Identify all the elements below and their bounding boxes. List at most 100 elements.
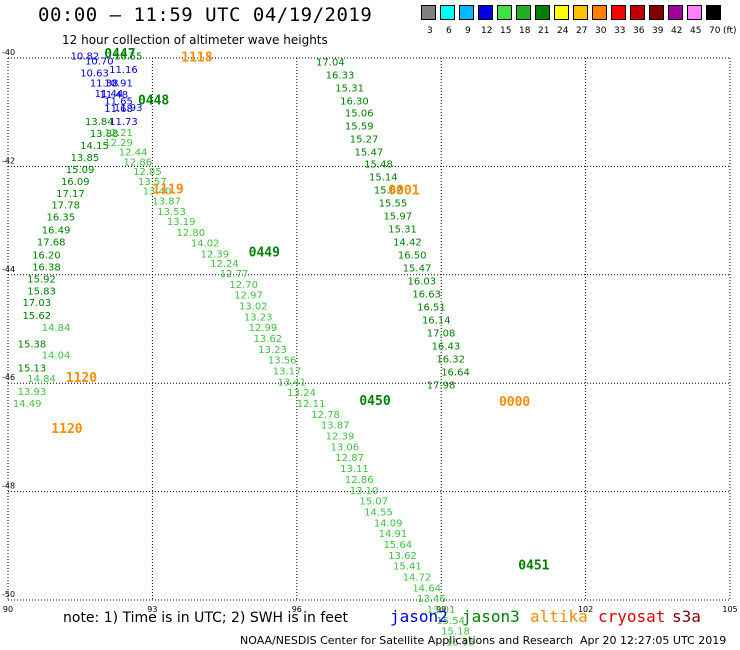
wave-height-value: 13.93 — [18, 387, 47, 398]
wave-height-value: 10.91 — [104, 79, 133, 90]
wave-height-value: 11.68 — [104, 104, 133, 115]
wave-height-value: 13.87 — [321, 421, 350, 432]
wave-height-value: 13.19 — [167, 217, 196, 228]
colorbar-swatch — [535, 5, 550, 20]
wave-height-value: 12.85 — [133, 167, 162, 178]
wave-height-value: 12.78 — [311, 410, 340, 421]
wave-height-value: 15.09 — [66, 165, 95, 176]
wave-height-value: 13.10 — [350, 486, 379, 497]
time-label: 0451 — [518, 559, 549, 574]
wave-height-value: 17.98 — [427, 381, 456, 392]
wave-height-value: 13.24 — [287, 388, 316, 399]
colorbar-swatch — [706, 5, 721, 20]
satellite-legend-cryosat: cryosat — [598, 607, 666, 626]
wave-height-value: 12.39 — [326, 432, 355, 443]
wave-height-value: 13.40 — [143, 187, 172, 198]
wave-height-value: 16.03 — [408, 277, 437, 288]
wave-height-value: 15.82 — [374, 186, 403, 197]
satellite-legend-s3a: s3a — [672, 607, 701, 626]
lat-tick-label: -40 — [2, 48, 15, 57]
lat-tick-label: -44 — [2, 265, 15, 274]
wave-height-value: 14.64 — [412, 583, 441, 594]
wave-height-value: 15.13 — [18, 363, 47, 374]
wave-height-value: 13.88 — [90, 129, 119, 140]
lat-tick-label: -46 — [2, 373, 15, 382]
wave-height-value: 15.83 — [27, 286, 56, 297]
wave-height-value: 12.39 — [201, 249, 230, 260]
colorbar-swatch — [668, 5, 683, 20]
colorbar-unit: (ft) — [723, 26, 737, 36]
wave-height-value: 12.29 — [104, 138, 133, 149]
lat-tick-label: -42 — [2, 156, 15, 165]
wave-height-value: 12.97 — [234, 291, 263, 302]
wave-height-value: 11.44 — [95, 89, 124, 100]
wave-height-value: 13.17 — [273, 367, 302, 378]
wave-height-value: 14.15 — [80, 141, 109, 152]
wave-height-value: 13.23 — [258, 345, 287, 356]
wave-height-value: 11.65 — [104, 97, 133, 108]
wave-height-value: 12.77 — [220, 269, 249, 280]
wave-height-value: 17.68 — [37, 238, 66, 249]
satellite-legend-jason3: jason3 — [462, 607, 520, 626]
time-label: 0450 — [359, 394, 390, 409]
wave-height-value: 13.62 — [388, 551, 417, 562]
timestamp-text: Apr 20 12:27:05 UTC 2019 — [580, 634, 727, 647]
wave-height-value: 17.08 — [427, 329, 456, 340]
colorbar-label: 42 — [671, 26, 683, 36]
colorbar-label: 12 — [481, 26, 493, 36]
colorbar-swatch — [554, 5, 569, 20]
wave-height-value: 16.33 — [326, 71, 355, 82]
colorbar-swatch — [497, 5, 512, 20]
colorbar-label: 21 — [538, 26, 550, 36]
lon-tick-label: 93 — [147, 605, 157, 614]
colorbar-label: 27 — [576, 26, 588, 36]
colorbar-swatch — [516, 5, 531, 20]
colorbar-swatch — [421, 5, 436, 20]
wave-height-value: 14.72 — [403, 572, 432, 583]
colorbar-swatch — [649, 5, 664, 20]
colorbar-swatch — [440, 5, 455, 20]
colorbar-label: 15 — [500, 26, 512, 36]
wave-height-value: 12.86 — [124, 157, 153, 168]
wave-height-value: 15.31 — [335, 84, 364, 95]
wave-height-value: 15.38 — [18, 339, 47, 350]
lon-tick-label: 90 — [3, 605, 13, 614]
wave-height-value: 16.35 — [47, 213, 76, 224]
wave-height-value: 12.70 — [229, 280, 258, 291]
wave-height-value: 14.42 — [393, 238, 422, 249]
lat-tick-label: -48 — [2, 482, 15, 491]
time-label: 0448 — [138, 94, 169, 109]
lat-tick-label: -50 — [2, 590, 15, 599]
wave-height-value: 15.62 — [22, 311, 51, 322]
time-label: 0001 — [388, 184, 419, 199]
wave-height-value: 13.62 — [253, 334, 282, 345]
wave-height-value: 14.84 — [27, 374, 56, 385]
wave-height-value: 17.78 — [51, 201, 80, 212]
time-label: 1118 — [181, 50, 212, 65]
wave-height-value: 16.64 — [441, 368, 470, 379]
time-label: 1120 — [51, 422, 82, 437]
wave-height-value: 13.01 — [427, 605, 456, 616]
colorbar-label: 9 — [465, 26, 471, 36]
colorbar-swatch — [478, 5, 493, 20]
wave-height-value: 16.50 — [398, 251, 427, 262]
wave-height-value: 13.84 — [85, 117, 114, 128]
wave-height-value: 15.14 — [369, 172, 398, 183]
time-label: 1119 — [152, 183, 183, 198]
map-title: 00:00 – 11:59 UTC 04/19/2019 — [38, 4, 373, 26]
colorbar-label: 3 — [427, 26, 433, 36]
wave-height-value: 15.18 — [441, 627, 470, 638]
colorbar-swatch — [459, 5, 474, 20]
colorbar-label: 39 — [652, 26, 664, 36]
wave-height-value: 14.02 — [191, 239, 220, 250]
wave-height-value: 17.03 — [22, 298, 51, 309]
map-subtitle: 12 hour collection of altimeter wave hei… — [62, 33, 328, 47]
wave-height-value: 14.49 — [13, 399, 42, 410]
wave-height-value: 16.55 — [114, 52, 143, 63]
wave-height-value: 12.80 — [176, 228, 205, 239]
wave-height-value: 13.85 — [71, 153, 100, 164]
colorbar-swatch — [611, 5, 626, 20]
wave-height-value: 14.91 — [379, 529, 408, 540]
wave-height-value: 17.17 — [56, 189, 85, 200]
